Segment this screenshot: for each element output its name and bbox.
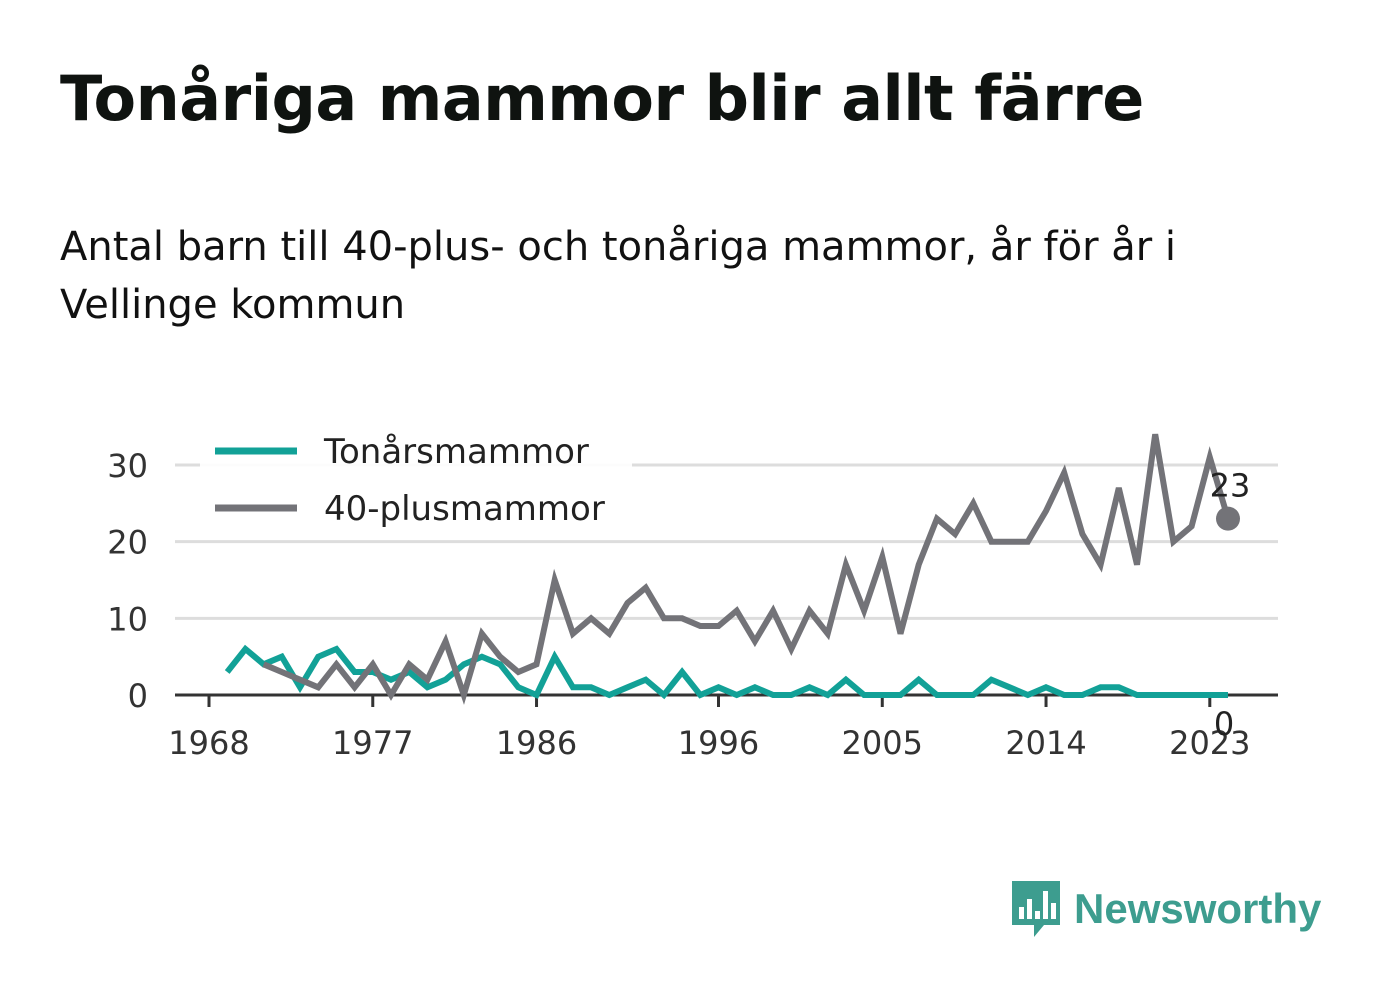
- series-end-marker: [1216, 506, 1240, 531]
- brand-name: Newsworthy: [1074, 885, 1322, 932]
- x-axis: 1968 1977 1986 1996 2005 2014 2023: [168, 693, 1278, 762]
- legend-background: [200, 425, 632, 540]
- y-tick-label: 20: [107, 524, 148, 562]
- y-tick-label: 10: [107, 600, 148, 638]
- series-line-0: [224, 644, 1228, 700]
- x-tick-label: 2014: [1005, 724, 1086, 762]
- series-end-label: 23: [1210, 467, 1251, 505]
- x-tick-label: 2023: [1169, 724, 1250, 762]
- legend-label: Tonårsmammor: [323, 432, 589, 472]
- y-tick-label: 30: [107, 447, 148, 485]
- x-tick-label: 1977: [332, 724, 413, 762]
- series-line-1: [262, 433, 1231, 705]
- legend: Tonårsmammor 40-plusmammor: [200, 425, 632, 540]
- x-tick-label: 1986: [496, 724, 577, 762]
- newsworthy-bars-icon: [1012, 881, 1060, 937]
- series-layer: 0 23: [224, 433, 1251, 743]
- newsworthy-logo: Newsworthy: [1010, 876, 1321, 942]
- series-end-label: 0: [1214, 705, 1234, 743]
- chart-title: Tonåriga mammor blir allt färre: [60, 62, 1144, 135]
- x-tick-label: 1968: [168, 724, 249, 762]
- y-tick-label: 0: [128, 677, 148, 715]
- y-axis-ticks: 0 10 20 30: [107, 447, 148, 715]
- chart-subtitle: Antal barn till 40-plus- och tonåriga ma…: [60, 224, 1177, 328]
- legend-label: 40-plusmammor: [324, 489, 605, 529]
- x-tick-label: 1996: [678, 724, 759, 762]
- x-tick-label: 2005: [842, 724, 923, 762]
